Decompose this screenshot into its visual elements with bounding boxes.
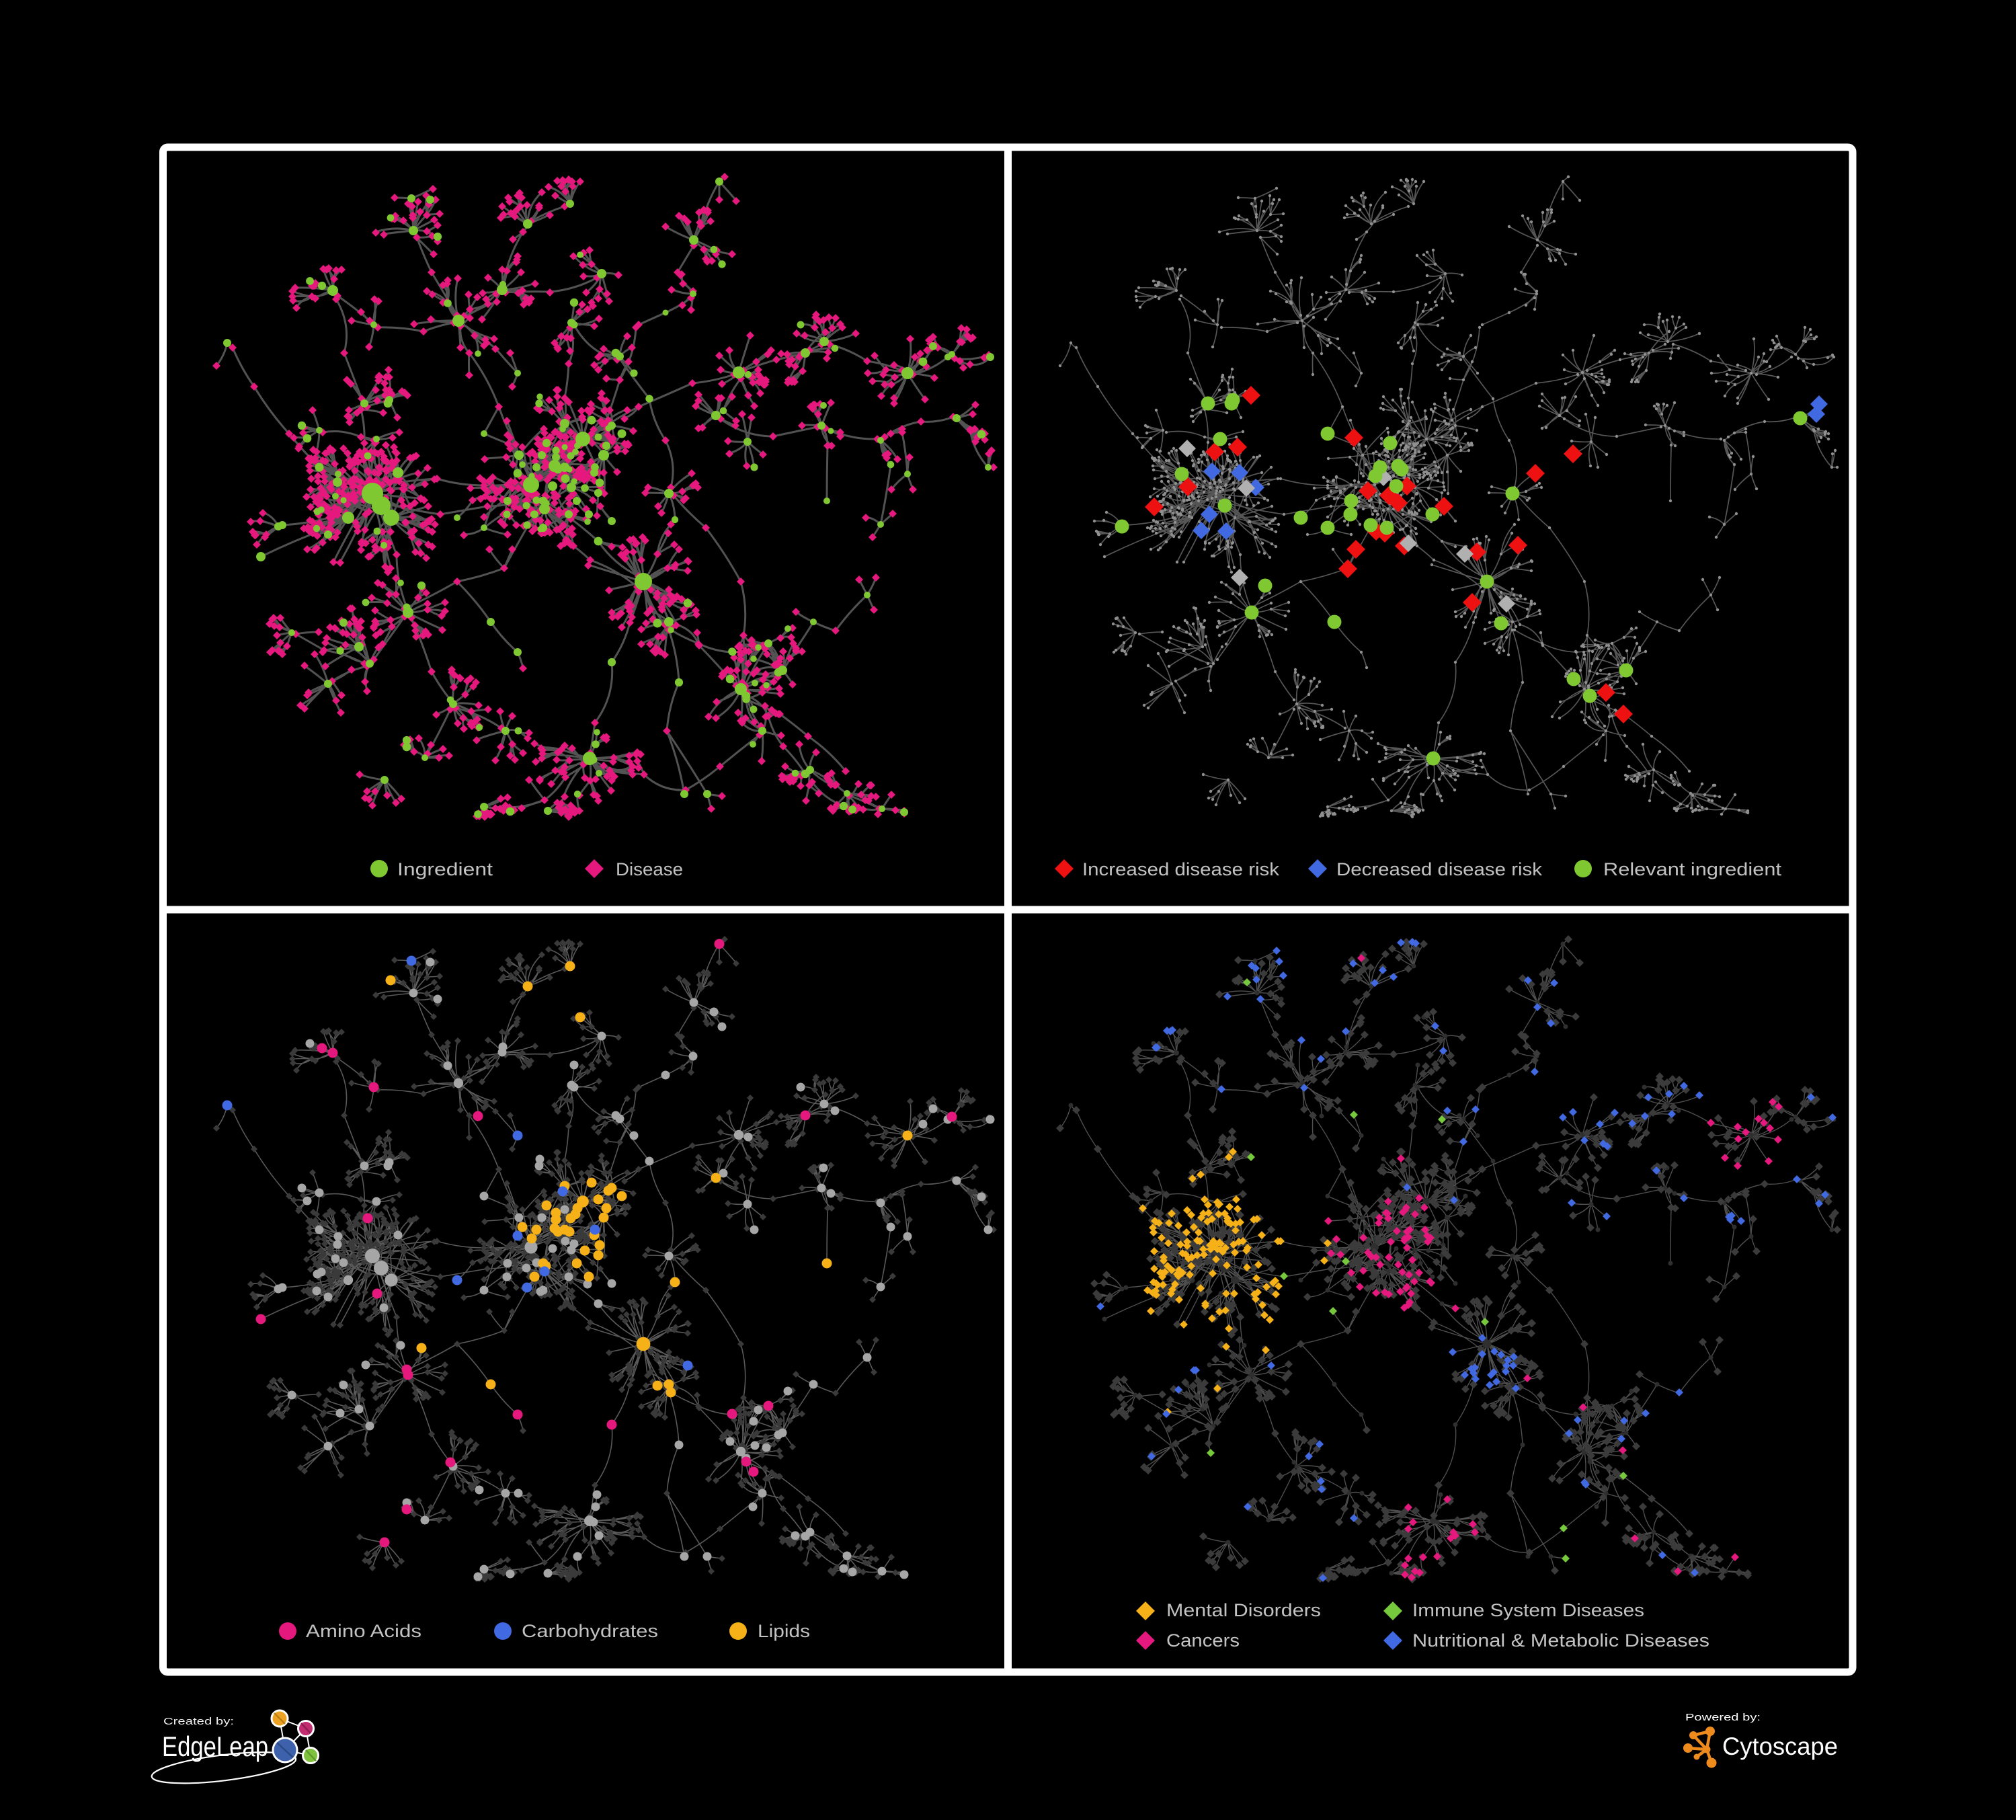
svg-text:Relevant ingredient: Relevant ingredient [1603, 859, 1782, 879]
svg-text:Nutritional & Metabolic Diseas: Nutritional & Metabolic Diseases [1412, 1630, 1709, 1651]
svg-text:EdgeLeap: EdgeLeap [162, 1731, 268, 1762]
svg-text:Carbohydrates: Carbohydrates [522, 1621, 658, 1641]
svg-text:Increased disease risk: Increased disease risk [1082, 859, 1280, 879]
svg-text:Powered by:: Powered by: [1685, 1712, 1761, 1723]
svg-text:Cytoscape: Cytoscape [1722, 1733, 1838, 1760]
svg-text:Decreased disease risk: Decreased disease risk [1336, 859, 1543, 879]
svg-text:Created by:: Created by: [163, 1716, 234, 1727]
svg-text:Lipids: Lipids [758, 1621, 810, 1641]
svg-text:Mental Disorders: Mental Disorders [1166, 1600, 1321, 1620]
svg-text:Cancers: Cancers [1166, 1630, 1240, 1651]
svg-text:Disease: Disease [616, 859, 683, 879]
svg-text:Amino Acids: Amino Acids [306, 1621, 421, 1641]
svg-text:Ingredient: Ingredient [397, 859, 493, 879]
svg-text:Immune System Diseases: Immune System Diseases [1412, 1600, 1644, 1620]
